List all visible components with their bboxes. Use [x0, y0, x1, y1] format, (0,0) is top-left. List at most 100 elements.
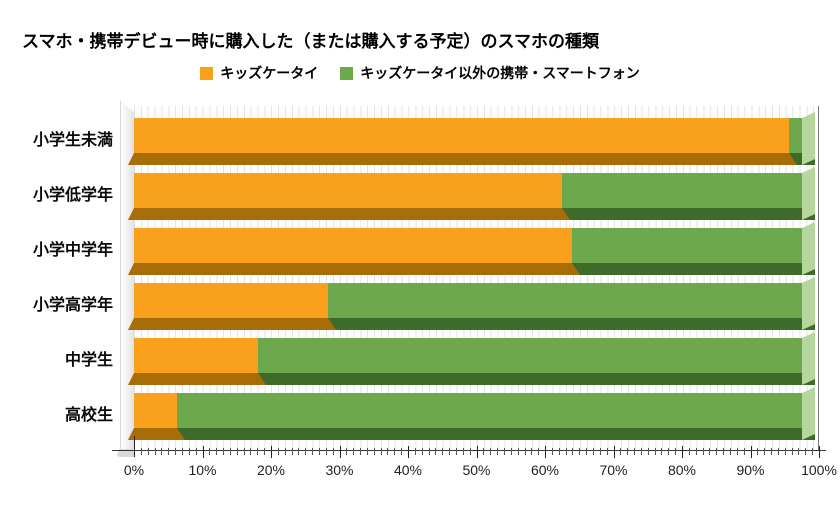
x-axis-minor-tick [449, 448, 451, 455]
plot-right-border [818, 106, 819, 450]
x-axis-minor-tick [428, 448, 430, 455]
x-axis-minor-tick [538, 448, 540, 455]
bar-row [128, 222, 815, 281]
x-axis-minor-tick [277, 448, 279, 455]
bar-bevel-other [562, 208, 815, 220]
x-axis-label: 30% [325, 462, 354, 478]
x-axis-minor-tick [558, 448, 560, 455]
x-axis-minor-tick [318, 448, 320, 455]
x-axis-major-tick [271, 446, 272, 458]
x-axis-minor-tick [346, 448, 348, 455]
x-axis-minor-tick [510, 448, 512, 455]
x-axis-minor-tick [298, 448, 300, 455]
x-axis-minor-tick [784, 448, 786, 455]
x-axis-minor-tick [798, 448, 800, 455]
bar-segment-other [562, 173, 802, 208]
bar-segment-kids [134, 173, 562, 208]
x-axis-major-tick [408, 446, 409, 458]
x-axis-minor-tick [688, 448, 690, 455]
x-axis-minor-tick [325, 448, 327, 455]
bar-segment-other [328, 283, 802, 318]
x-axis-minor-tick [695, 448, 697, 455]
x-axis-minor-tick [161, 448, 163, 455]
x-axis-major-tick [476, 446, 478, 458]
legend-swatch-other-icon [340, 66, 354, 80]
x-axis-minor-tick [675, 448, 677, 455]
bar-bevel-kids [128, 428, 185, 440]
x-axis-minor-tick [791, 448, 793, 455]
x-axis-minor-tick [654, 448, 656, 455]
bar-row [128, 387, 815, 446]
x-axis-major-tick [202, 446, 204, 458]
bar-bevel-kids [128, 263, 580, 275]
bar-segment-other [789, 118, 802, 153]
x-axis-minor-tick [291, 448, 293, 455]
x-axis-minor-tick [503, 448, 505, 455]
bar-row [128, 112, 815, 171]
legend-item-kids: キッズケータイ [200, 63, 318, 83]
x-axis-minor-tick [209, 448, 211, 455]
x-axis-minor-tick [469, 448, 471, 455]
bar-bevel-other [572, 263, 815, 275]
category-label: 高校生 [64, 407, 113, 424]
x-axis-minor-tick [634, 448, 635, 455]
x-axis-minor-tick [414, 448, 416, 455]
x-axis-major-tick [750, 446, 752, 458]
bar-bevel-other [328, 318, 815, 330]
x-axis-minor-tick [524, 448, 526, 455]
x-axis-minor-tick [147, 448, 149, 455]
x-axis-major-tick [545, 446, 546, 458]
x-axis-minor-tick [421, 448, 423, 455]
category-label: 小学低学年 [32, 187, 113, 204]
x-axis-minor-tick [175, 448, 177, 455]
x-axis-minor-tick [572, 448, 574, 455]
x-axis-label: 50% [462, 462, 491, 478]
bar-endcap-3d [802, 112, 815, 165]
x-axis-label: 70% [599, 462, 628, 478]
x-axis-minor-tick [360, 448, 361, 455]
x-axis-minor-tick [140, 448, 142, 455]
x-axis-minor-tick [729, 448, 731, 455]
x-axis-minor-tick [257, 448, 259, 455]
x-axis-minor-tick [736, 448, 738, 455]
bar-segment-kids [134, 338, 258, 373]
x-axis-minor-tick [229, 448, 231, 455]
x-axis-minor-tick [716, 448, 718, 455]
x-axis-minor-tick [312, 448, 314, 455]
x-axis-minor-tick [606, 448, 608, 455]
x-axis-minor-tick [743, 448, 745, 455]
x-axis-minor-tick [661, 448, 663, 455]
left-wall-3d [120, 100, 135, 452]
x-axis-minor-tick [490, 448, 492, 455]
x-axis-minor-tick [483, 448, 485, 455]
x-axis-minor-tick [168, 448, 170, 455]
x-axis-minor-tick [531, 448, 533, 455]
x-axis-minor-tick [627, 448, 629, 455]
x-axis-minor-tick [777, 448, 779, 455]
x-axis-label: 90% [736, 462, 765, 478]
legend-swatch-kids-icon [200, 66, 214, 80]
x-axis-minor-tick [195, 448, 197, 455]
x-axis-minor-tick [497, 448, 498, 455]
bar-endcap-3d [802, 222, 815, 275]
bar-segment-kids [134, 118, 789, 153]
x-axis-minor-tick [647, 448, 649, 455]
x-axis-minor-tick [805, 448, 807, 455]
x-axis-minor-tick [373, 448, 375, 455]
bar-endcap-3d [802, 387, 815, 440]
bar-bevel-kids [128, 153, 797, 165]
x-axis-minor-tick [517, 448, 519, 455]
x-axis-minor-tick [284, 448, 286, 455]
x-axis-minor-tick [757, 448, 759, 455]
x-axis-minor-tick [223, 448, 225, 455]
x-axis-minor-tick [236, 448, 238, 455]
x-axis-minor-tick [154, 448, 156, 455]
x-axis-minor-tick [455, 448, 457, 455]
x-axis-minor-tick [668, 448, 670, 455]
bar-endcap-3d [802, 332, 815, 385]
category-label: 中学生 [64, 352, 113, 369]
bar-bevel-other [177, 428, 815, 440]
x-axis-major-tick [134, 436, 135, 457]
x-axis-label: 40% [393, 462, 423, 478]
